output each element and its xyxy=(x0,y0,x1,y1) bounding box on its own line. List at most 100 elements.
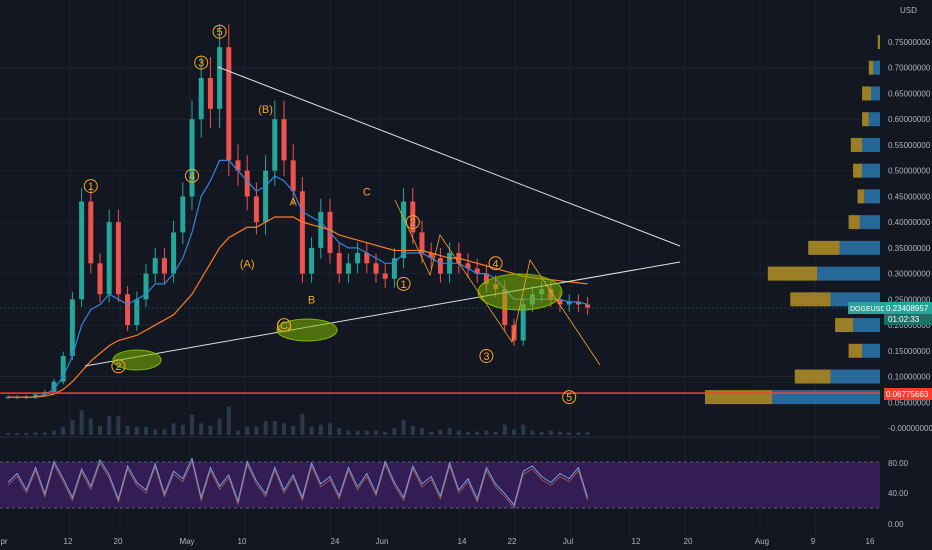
volume-bar xyxy=(475,431,480,435)
candle-body xyxy=(198,78,204,120)
wave-label: (B) xyxy=(258,104,273,116)
currency-label: USD xyxy=(900,6,917,15)
wave-circle xyxy=(212,24,227,39)
y-tick-label: 0.45000000 xyxy=(888,192,931,201)
wave-circle xyxy=(185,168,199,183)
profile-bar-down xyxy=(817,266,880,281)
x-tick-label: 20 xyxy=(114,537,123,546)
drawings xyxy=(0,66,880,394)
wave-label: 1 xyxy=(88,181,94,193)
wave-path xyxy=(394,199,601,366)
wave-label: 3 xyxy=(198,58,204,70)
profile-bar-up xyxy=(848,215,860,230)
x-tick-label: Aug xyxy=(755,537,769,546)
volume-bar xyxy=(383,431,388,435)
volume-bar xyxy=(199,423,204,435)
candle-body xyxy=(483,273,489,284)
x-tick-label: 9 xyxy=(811,537,816,546)
y-tick-label: 0.70000000 xyxy=(888,64,931,73)
volume-bar xyxy=(272,421,277,435)
wave-circle xyxy=(479,348,494,363)
profile-bar-up xyxy=(853,163,863,178)
candle-body xyxy=(566,301,572,305)
candle-body xyxy=(180,196,186,233)
volume-bar xyxy=(420,428,424,435)
hline-tag-value: 0.06775663 xyxy=(886,390,929,399)
profile-bar-up xyxy=(868,60,874,75)
candle-body xyxy=(364,253,370,264)
volume-bar xyxy=(190,415,194,435)
candle-body xyxy=(88,201,94,264)
profile-bar-down xyxy=(862,137,880,152)
time-axis[interactable]: pr 12 20 May 10 24 Jun 14 22 Jul 12 20 Aug 9 16 xyxy=(0,537,875,546)
profile-bar-up xyxy=(835,318,854,333)
candle-body xyxy=(106,222,112,295)
candle-body xyxy=(585,304,591,308)
candle-body xyxy=(161,258,167,274)
volume-bar xyxy=(15,433,20,435)
profile-bar-up xyxy=(705,390,773,405)
profile-bar-up xyxy=(862,112,869,127)
ma-line-1 xyxy=(8,159,588,398)
candle-body xyxy=(299,191,305,274)
candles xyxy=(5,24,591,399)
volume-bar xyxy=(521,424,526,435)
wave-label: B xyxy=(308,294,315,306)
candle-body xyxy=(244,170,250,197)
volume-bar xyxy=(245,427,250,435)
rsi-tick-label: 0.00 xyxy=(888,520,904,529)
volume-bar xyxy=(512,429,516,435)
volume-bar xyxy=(502,424,507,435)
volume-bar xyxy=(558,431,562,435)
volume-bar xyxy=(263,421,268,435)
y-tick-label: 0.50000000 xyxy=(888,167,931,176)
candle-body xyxy=(520,304,526,341)
y-tick-label: -0.00000000 xyxy=(888,424,932,433)
profile-bar-down xyxy=(859,215,880,230)
volume-bar xyxy=(254,427,259,435)
candle-body xyxy=(33,394,39,398)
symbol-tag: DOGEUSD xyxy=(850,306,885,313)
volume-bar xyxy=(337,428,342,435)
profile-bar-up xyxy=(848,343,863,358)
y-tick-label: 0.25000000 xyxy=(888,295,931,304)
profile-bar-down xyxy=(862,343,880,358)
wave-circle xyxy=(194,55,209,70)
x-tick-label: Jun xyxy=(376,537,389,546)
resistance-trendline xyxy=(217,66,681,247)
wave-label: (A) xyxy=(240,258,255,270)
candle-body xyxy=(419,232,425,254)
volume-bar xyxy=(309,427,314,435)
candle-body xyxy=(97,263,103,295)
y-tick-label: 0.10000000 xyxy=(888,373,931,382)
candle-body xyxy=(281,119,287,161)
candle-body xyxy=(171,232,177,274)
candle-body xyxy=(235,160,241,171)
profile-bar-up xyxy=(862,86,872,101)
volume-bar xyxy=(410,425,415,435)
wave-circle xyxy=(405,215,420,230)
candle-body xyxy=(345,263,351,274)
wave-label: 2 xyxy=(410,217,416,229)
wave-circle xyxy=(83,179,98,194)
candle-body xyxy=(134,299,140,326)
y-tick-label: 0.30000000 xyxy=(888,270,931,279)
y-tick-label: 0.15000000 xyxy=(888,347,931,356)
x-tick-label: 20 xyxy=(684,537,693,546)
rsi-line xyxy=(7,456,589,507)
volume-bar xyxy=(466,431,470,435)
volume-bar xyxy=(79,410,84,435)
volume-bar xyxy=(438,429,443,435)
volume-profile xyxy=(705,35,880,405)
highlight-ellipse xyxy=(276,318,338,342)
wave-label: A xyxy=(290,197,298,209)
price-axis[interactable]: 0.75000000 0.70000000 0.65000000 0.60000000… xyxy=(884,0,932,550)
volume-bar xyxy=(144,427,148,435)
wave-circle xyxy=(396,276,411,291)
candle-body xyxy=(60,355,66,382)
volume-bar xyxy=(70,419,75,435)
x-tick-label: 16 xyxy=(866,537,875,546)
volume-bar xyxy=(61,427,66,435)
y-tick-label: 0.40000000 xyxy=(888,218,931,227)
